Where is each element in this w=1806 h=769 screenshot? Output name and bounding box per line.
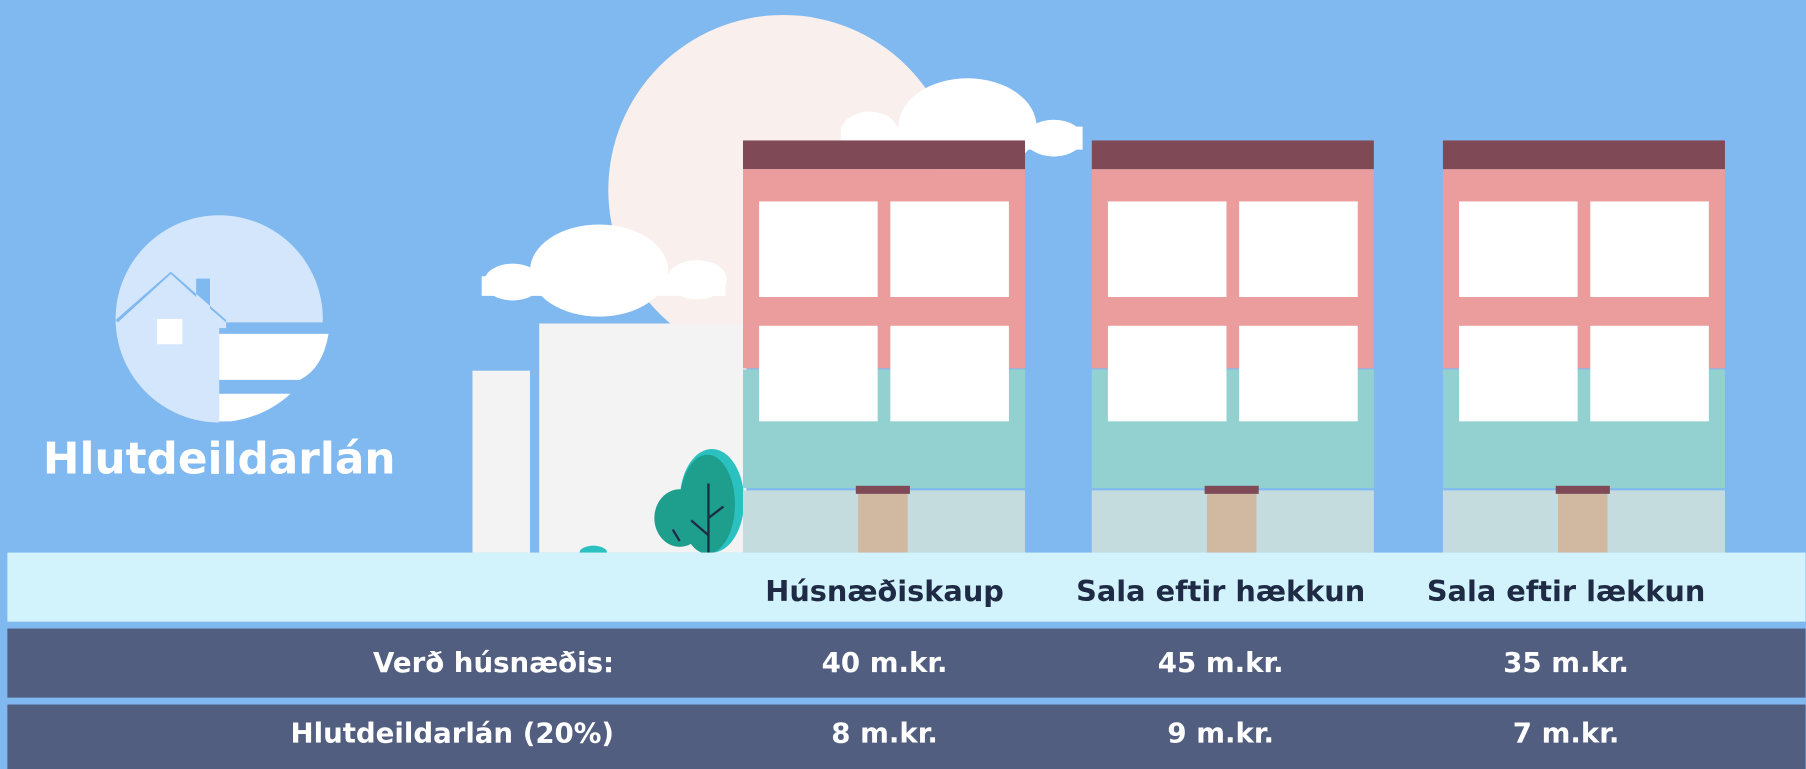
column-header: Húsnæðiskaup: [765, 574, 1004, 608]
window: [890, 201, 1009, 297]
cell-value: 40 m.kr.: [822, 646, 948, 679]
cell-value: 7 m.kr.: [1513, 716, 1620, 749]
logo-title: Hlutdeildarlán: [43, 434, 396, 485]
cell-value: 8 m.kr.: [831, 716, 938, 749]
door-top: [856, 486, 910, 494]
row-label: Hlutdeildarlán (20%): [291, 716, 615, 749]
window: [1239, 201, 1358, 297]
cell-value: 9 m.kr.: [1167, 716, 1274, 749]
window: [759, 326, 878, 422]
row-label: Verð húsnæðis:: [373, 646, 614, 679]
window: [1239, 326, 1358, 422]
page: {"logo":{"title":"Hlutdeildarlán"},"tabl…: [0, 0, 1806, 769]
window: [1590, 326, 1709, 422]
building-roof: [1092, 140, 1374, 169]
window: [1590, 201, 1709, 297]
column-header: Sala eftir hækkun: [1076, 574, 1365, 608]
window: [1459, 201, 1578, 297]
door: [858, 494, 908, 553]
window: [1108, 201, 1227, 297]
window: [1459, 326, 1578, 422]
grey-building: [472, 371, 530, 553]
window: [890, 326, 1009, 422]
window: [1108, 326, 1227, 422]
building-roof: [743, 140, 1025, 169]
building-roof: [1443, 140, 1725, 169]
buildings: [743, 140, 1725, 552]
door: [1558, 494, 1608, 553]
illustration: Hlutdeildarlán Húsnæðiskaup Sala eftir hæ…: [0, 0, 1806, 769]
door-top: [1556, 486, 1610, 494]
cell-value: 35 m.kr.: [1503, 646, 1629, 679]
window: [759, 201, 878, 297]
cell-value: 45 m.kr.: [1158, 646, 1284, 679]
door: [1207, 494, 1257, 553]
column-header: Sala eftir lækkun: [1427, 574, 1705, 608]
door-top: [1205, 486, 1259, 494]
